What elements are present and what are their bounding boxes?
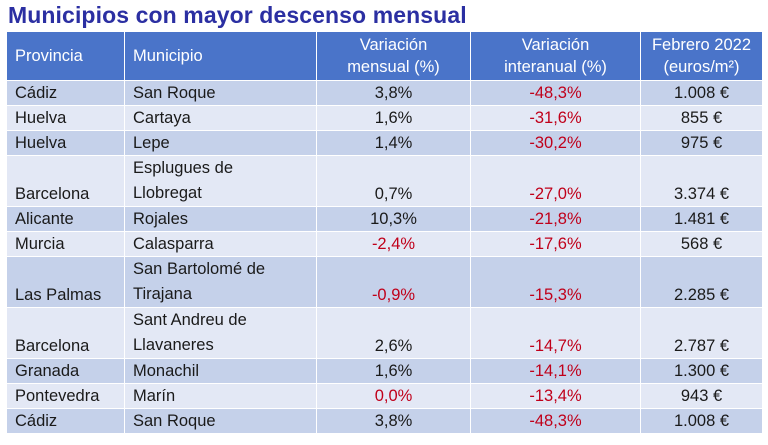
table-row: Alicante Rojales 10,3% -21,8% 1.481 € [6,206,763,232]
cell-variacion-mensual: -0,9% [316,256,471,308]
cell-municipio: Lepe [124,130,317,156]
cell-precio: 3.374 € [640,155,763,207]
cell-variacion-mensual: 3,8% [316,408,471,434]
cell-provincia: Barcelona [6,155,125,207]
table-row: Barcelona Esplugues de Llobregat 0,7% -27,0%… [6,155,763,207]
cell-provincia: Pontevedra [6,383,125,409]
cell-municipio-line: Llavaneres [133,336,214,354]
table-row: Barcelona Sant Andreu de Llavaneres 2,6% -14… [6,307,763,359]
cell-precio: 855 € [640,105,763,131]
cell-variacion-interanual: -48,3% [470,80,641,106]
cell-municipio-line: Rojales [133,210,189,228]
cell-municipio-line: Esplugues de [133,159,233,177]
cell-municipio: San Roque [124,80,317,106]
table-row: Murcia Calasparra -2,4% -17,6% 568 € [6,231,763,257]
cell-variacion-interanual: -48,3% [470,408,641,434]
cell-variacion-interanual: -15,3% [470,256,641,308]
cell-municipio: Marín [124,383,317,409]
cell-variacion-interanual: -31,6% [470,105,641,131]
cell-variacion-interanual: -14,1% [470,358,641,384]
cell-municipio: Calasparra [124,231,317,257]
cell-variacion-mensual: 0,0% [316,383,471,409]
cell-provincia: Granada [6,358,125,384]
cell-precio: 568 € [640,231,763,257]
table-row: Granada Monachil 1,6% -14,1% 1.300 € [6,358,763,384]
cell-municipio-line: San Bartolomé de [133,260,266,278]
cell-variacion-interanual: -13,4% [470,383,641,409]
page-title: Municipios con mayor descenso mensual [8,2,467,28]
cell-municipio-line: Tirajana [133,285,192,303]
header-variacion-interanual-line2: interanual (%) [504,58,607,76]
cell-variacion-mensual: 3,8% [316,80,471,106]
table-header-row: Provincia Municipio Variación mensual (%… [6,31,763,81]
table-row: Cádiz San Roque 3,8% -48,3% 1.008 € [6,408,763,434]
cell-provincia: Barcelona [6,307,125,359]
header-variacion-mensual-line2: mensual (%) [347,58,440,76]
cell-precio: 2.285 € [640,256,763,308]
cell-municipio-line: Calasparra [133,235,214,253]
cell-municipio: Sant Andreu de Llavaneres [124,307,317,359]
cell-precio: 2.787 € [640,307,763,359]
cell-municipio-line: San Roque [133,84,216,102]
cell-provincia: Alicante [6,206,125,232]
header-provincia: Provincia [6,31,125,81]
table-row: Las Palmas San Bartolomé de Tirajana -0,9% -… [6,256,763,308]
header-precio-line1: Febrero 2022 [651,36,752,54]
cell-variacion-mensual: 1,6% [316,358,471,384]
cell-municipio: Rojales [124,206,317,232]
table-body: Cádiz San Roque 3,8% -48,3% 1.008 € Huelva Car… [6,80,763,434]
header-variacion-mensual-line1: Variación [359,36,428,54]
municipalities-table: Provincia Municipio Variación mensual (%… [6,31,763,434]
header-variacion-interanual: Variación interanual (%) [470,31,641,81]
cell-municipio-line: Marín [133,387,176,405]
cell-variacion-mensual: 1,6% [316,105,471,131]
header-precio: Febrero 2022 (euros/m²) [640,31,763,81]
cell-variacion-mensual: 10,3% [316,206,471,232]
cell-municipio: San Roque [124,408,317,434]
cell-variacion-interanual: -14,7% [470,307,641,359]
cell-variacion-mensual: 1,4% [316,130,471,156]
cell-municipio-line: Lepe [133,134,170,152]
cell-provincia: Cádiz [6,408,125,434]
cell-municipio-line: Cartaya [133,109,191,127]
cell-provincia: Huelva [6,105,125,131]
table-row: Huelva Cartaya 1,6% -31,6% 855 € [6,105,763,131]
cell-municipio-line: San Roque [133,412,216,430]
cell-municipio: San Bartolomé de Tirajana [124,256,317,308]
cell-provincia: Murcia [6,231,125,257]
cell-provincia: Huelva [6,130,125,156]
cell-provincia: Las Palmas [6,256,125,308]
header-variacion-mensual: Variación mensual (%) [316,31,471,81]
cell-municipio-line: Monachil [133,362,200,380]
table-row: Pontevedra Marín 0,0% -13,4% 943 € [6,383,763,409]
cell-municipio: Cartaya [124,105,317,131]
cell-provincia: Cádiz [6,80,125,106]
cell-precio: 1.008 € [640,408,763,434]
header-precio-line2: (euros/m²) [663,58,740,76]
cell-municipio-line: Llobregat [133,184,202,202]
cell-precio: 1.300 € [640,358,763,384]
header-municipio: Municipio [124,31,317,81]
cell-precio: 943 € [640,383,763,409]
cell-municipio: Monachil [124,358,317,384]
cell-variacion-mensual: 2,6% [316,307,471,359]
cell-variacion-mensual: -2,4% [316,231,471,257]
cell-variacion-interanual: -21,8% [470,206,641,232]
cell-variacion-interanual: -27,0% [470,155,641,207]
cell-variacion-interanual: -30,2% [470,130,641,156]
header-variacion-interanual-line1: Variación [521,36,590,54]
cell-municipio-line: Sant Andreu de [133,311,247,329]
table-row: Huelva Lepe 1,4% -30,2% 975 € [6,130,763,156]
cell-variacion-interanual: -17,6% [470,231,641,257]
cell-precio: 1.008 € [640,80,763,106]
cell-variacion-mensual: 0,7% [316,155,471,207]
cell-precio: 1.481 € [640,206,763,232]
table-row: Cádiz San Roque 3,8% -48,3% 1.008 € [6,80,763,106]
cell-precio: 975 € [640,130,763,156]
cell-municipio: Esplugues de Llobregat [124,155,317,207]
